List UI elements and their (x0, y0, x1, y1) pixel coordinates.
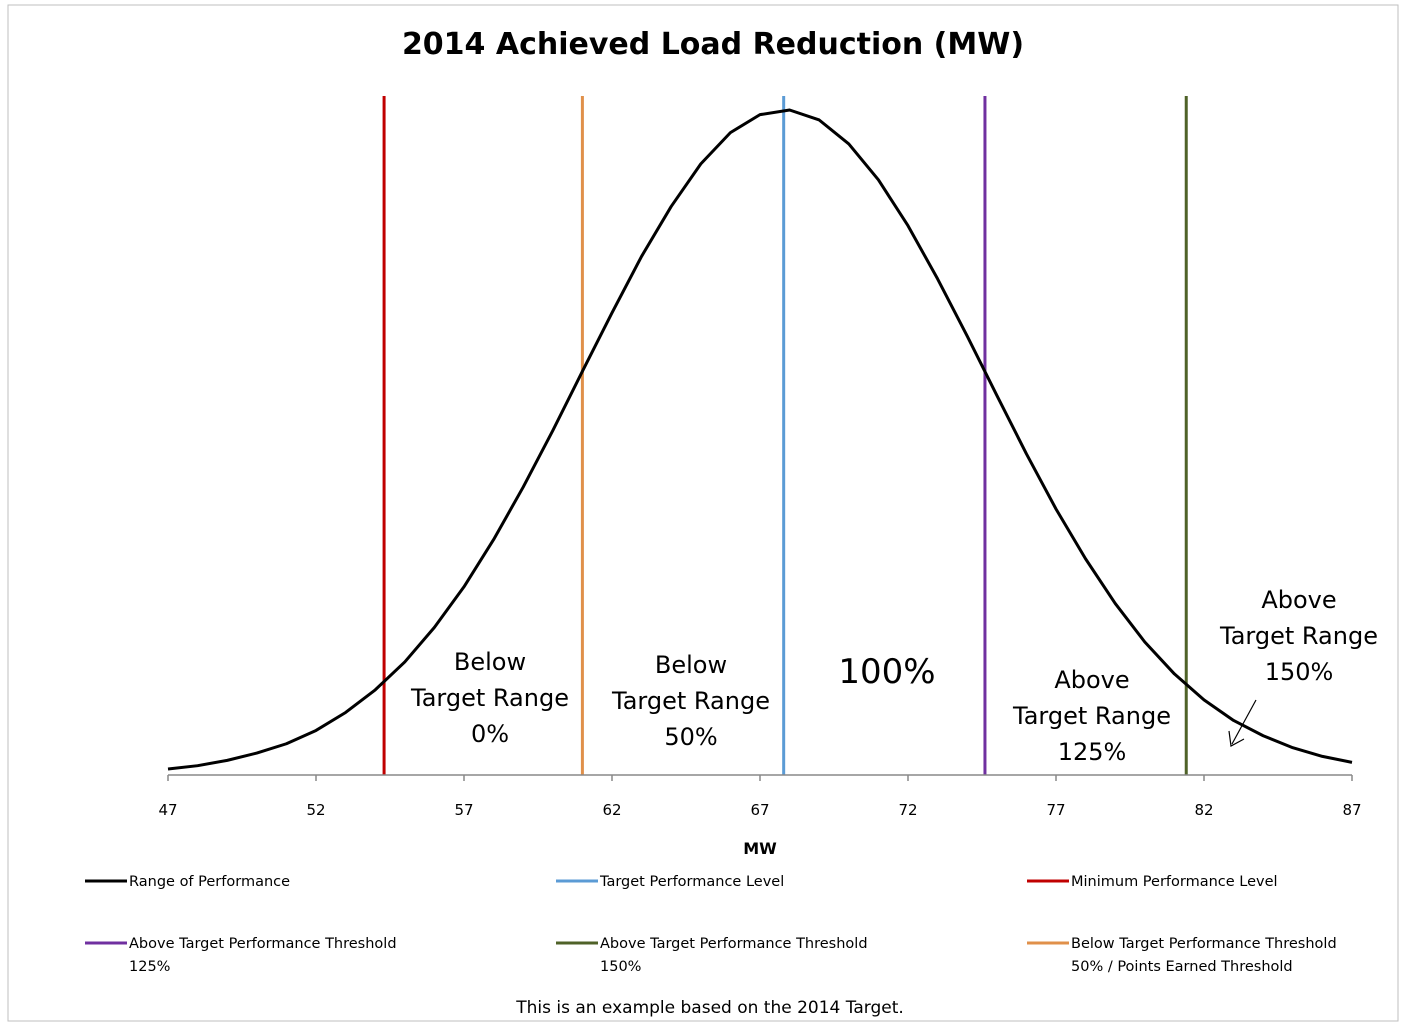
text-line: Below (655, 651, 727, 679)
text-line: Target Range (1012, 702, 1171, 730)
curve (167, 108, 1353, 771)
legend-label: Range of Performance (129, 874, 290, 890)
text-line: 150% (600, 959, 641, 975)
legend-label: Above Target Performance Threshold 125% (129, 936, 397, 975)
x-tick-label: 72 (898, 801, 917, 819)
legend-label: Target Performance Level (599, 874, 784, 890)
text-line: Above Target Performance Threshold (129, 936, 397, 952)
text-line: Below (454, 648, 526, 676)
x-tick-label: 82 (1194, 801, 1213, 819)
legend-label: Below Target Performance Threshold 50% / … (1071, 936, 1337, 975)
x-tick-label: 87 (1342, 801, 1361, 819)
annotation: Below Target Range 0% (410, 648, 569, 748)
chart-border (7, 4, 1399, 1022)
text-line: 0% (471, 720, 509, 748)
legend-label: Above Target Performance Threshold 150% (600, 936, 868, 975)
x-tick-label: 67 (750, 801, 769, 819)
annotation: 100% (838, 652, 935, 692)
text-line: Below Target Performance Threshold (1071, 936, 1337, 952)
text-line: Target Range (611, 687, 770, 715)
text-line: Above Target Performance Threshold (600, 936, 868, 952)
annotation: Above Target Range 150% (1219, 586, 1378, 686)
x-tick-label: 47 (158, 801, 177, 819)
chart-title: 2014 Achieved Load Reduction (MW) (402, 27, 1024, 62)
text-line: Above (1054, 666, 1129, 694)
x-tick-label: 62 (602, 801, 621, 819)
x-tick-label: 57 (454, 801, 473, 819)
text-line: 150% (1265, 658, 1334, 686)
arrow-line (1231, 699, 1257, 745)
text-line: 125% (1058, 738, 1127, 766)
x-tick-label: 52 (306, 801, 325, 819)
x-axis-label: MW (743, 839, 777, 858)
annotation: Below Target Range 50% (611, 651, 770, 751)
text-line: 125% (129, 959, 170, 975)
legend-label: Minimum Performance Level (1071, 874, 1278, 890)
arrow (1228, 699, 1257, 747)
x-tick-label: 77 (1046, 801, 1065, 819)
text-line: Above (1261, 586, 1336, 614)
text-line: Target Range (1219, 622, 1378, 650)
text-line: Target Range (410, 684, 569, 712)
text-line: 50% (664, 723, 717, 751)
footnote: This is an example based on the 2014 Tar… (515, 998, 904, 1018)
text-line: 50% / Points Earned Threshold (1071, 959, 1293, 975)
arrow-head (1228, 730, 1245, 747)
annotation: Above Target Range 125% (1012, 666, 1171, 766)
